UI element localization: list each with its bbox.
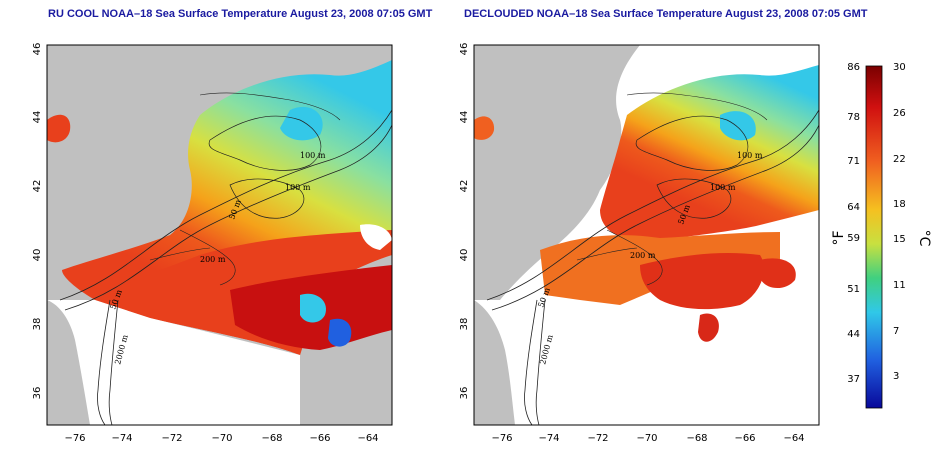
left-lat-tick: 42: [32, 180, 43, 193]
right-lat-axis: 46 44 42 40 38 36: [459, 43, 470, 400]
right-coast-south: [474, 300, 515, 425]
left-lat-tick: 46: [32, 43, 43, 56]
left-map-frame: [46, 44, 393, 426]
left-cloud: [360, 224, 392, 250]
left-map: 100 m 100 m 50 m 200 m 2000 m 50 m −76 −…: [32, 43, 393, 444]
left-lon-tick: −68: [261, 433, 282, 444]
celsius-tick: 30: [893, 62, 906, 73]
right-lon-tick: −76: [491, 433, 512, 444]
right-hot-eddy-1: [698, 313, 719, 342]
celsius-tick: 18: [893, 199, 906, 210]
right-contour-label-200m: 200 m: [630, 251, 656, 260]
right-lat-tick: 36: [459, 387, 470, 400]
right-lon-tick: −70: [636, 433, 657, 444]
fahrenheit-tick: 64: [847, 202, 860, 213]
celsius-tick: 3: [893, 371, 899, 382]
left-coast-south: [47, 300, 90, 425]
left-lon-tick: −64: [357, 433, 378, 444]
right-contour-label-100m-b: 100 m: [710, 183, 736, 192]
celsius-tick: 15: [893, 234, 906, 245]
right-lat-tick: 44: [459, 111, 470, 124]
right-map-title: DECLOUDED NOAA–18 Sea Surface Temperatur…: [464, 8, 868, 20]
right-lat-tick: 46: [459, 43, 470, 56]
left-lat-tick: 44: [32, 111, 43, 124]
left-contour-label-200m: 200 m: [200, 255, 226, 264]
right-lon-tick: −64: [783, 433, 804, 444]
left-cold-patch-1: [300, 293, 326, 323]
left-cold-bay: [280, 106, 323, 141]
right-lat-tick: 38: [459, 318, 470, 331]
left-cold-patch-2: [328, 318, 352, 347]
left-map-title: RU COOL NOAA–18 Sea Surface Temperature …: [48, 8, 433, 20]
right-lon-axis: −76 −74 −72 −70 −68 −66 −64: [491, 433, 804, 444]
left-lon-axis: −76 −74 −72 −70 −68 −66 −64: [64, 433, 378, 444]
right-land-north: [474, 45, 640, 300]
right-ocean-sst: [600, 65, 819, 241]
right-lon-tick: −74: [538, 433, 559, 444]
fahrenheit-tick: 51: [847, 284, 860, 295]
right-cold-bay: [720, 111, 756, 141]
fahrenheit-tick: 78: [847, 112, 860, 123]
left-lon-tick: −72: [161, 433, 182, 444]
right-lon-tick: −66: [734, 433, 755, 444]
celsius-tick: 26: [893, 108, 906, 119]
left-lon-tick: −74: [111, 433, 132, 444]
left-lon-tick: −66: [309, 433, 330, 444]
colorbar-gradient: [865, 65, 883, 409]
celsius-label: °C: [916, 230, 932, 247]
fahrenheit-tick: 59: [847, 233, 860, 244]
fahrenheit-label: °F: [831, 230, 847, 245]
left-lat-tick: 38: [32, 318, 43, 331]
celsius-tick: 7: [893, 326, 899, 337]
left-lon-tick: −76: [64, 433, 85, 444]
celsius-tick: 11: [893, 280, 906, 291]
right-warm-inshore: [474, 116, 495, 140]
fahrenheit-tick: 44: [847, 329, 860, 340]
left-nodata-south: [47, 300, 300, 425]
right-map: 100 m 100 m 50 m 200 m 2000 m 50 m −76 −…: [459, 43, 820, 444]
right-map-frame: [473, 44, 820, 426]
right-lat-tick: 40: [459, 249, 470, 262]
left-lat-tick: 36: [32, 387, 43, 400]
left-lat-tick: 40: [32, 249, 43, 262]
fahrenheit-tick: 71: [847, 156, 860, 167]
celsius-tick: 22: [893, 154, 906, 165]
left-lat-axis: 46 44 42 40 38 36: [32, 43, 43, 400]
left-warm-inshore: [47, 114, 71, 143]
left-lon-tick: −70: [211, 433, 232, 444]
fahrenheit-tick: 37: [847, 374, 860, 385]
fahrenheit-tick: 86: [847, 62, 860, 73]
left-contour-label-100m-b: 100 m: [285, 183, 311, 192]
colorbar: 86 78 71 64 59 51 44 37 30 26 22 18 15 1…: [831, 62, 932, 409]
left-contour-label-100m-a: 100 m: [300, 151, 326, 160]
right-hot-pool: [640, 253, 764, 310]
right-lon-tick: −72: [587, 433, 608, 444]
right-lon-tick: −68: [686, 433, 707, 444]
right-lat-tick: 42: [459, 180, 470, 193]
right-contour-label-100m-a: 100 m: [737, 151, 763, 160]
right-hot-eddy-2: [760, 258, 796, 289]
